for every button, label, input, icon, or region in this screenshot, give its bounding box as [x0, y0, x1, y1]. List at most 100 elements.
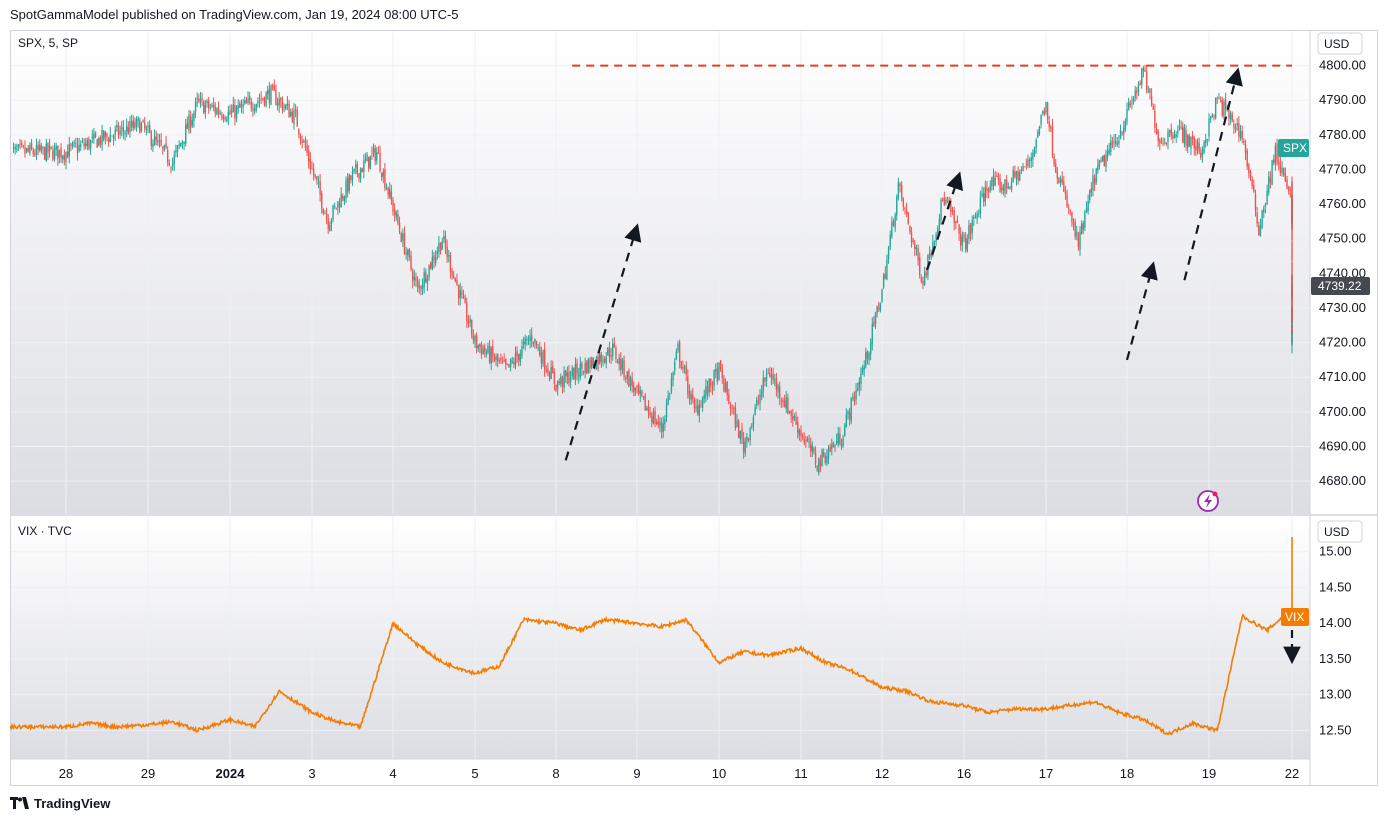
spx-candle-body: [1132, 98, 1135, 102]
spx-candle-body: [733, 408, 735, 410]
spx-candle-body: [260, 98, 262, 100]
spx-candle-body: [1111, 142, 1114, 146]
spx-candle-body: [198, 99, 200, 101]
spx-candle-body: [545, 369, 547, 371]
spx-candle-body: [1126, 108, 1128, 122]
x-tick-label: 9: [633, 766, 640, 781]
vix-y-tick-label: 15.00: [1319, 544, 1352, 559]
spx-candle-body: [1053, 156, 1055, 165]
spx-candle-body: [1116, 143, 1118, 145]
tradingview-logo-icon: [10, 797, 29, 810]
spx-candle-body: [994, 177, 996, 186]
spx-candle-body: [842, 437, 844, 446]
spx-candle-body: [55, 145, 57, 150]
spx-candle-body: [488, 345, 491, 362]
spx-candle-body: [1058, 177, 1060, 184]
spx-candle-body: [896, 196, 898, 216]
spx-candle-body: [1208, 118, 1210, 137]
spx-candle-body: [1017, 171, 1019, 181]
spx-candle-body: [973, 217, 975, 219]
spx-candle-body: [718, 362, 720, 380]
spx-candle-body: [436, 251, 438, 255]
spx-candle-body: [573, 367, 575, 380]
spx-candle-body: [242, 104, 244, 107]
spx-candle-body: [560, 376, 562, 385]
spx-candle-body: [590, 358, 593, 368]
spx-candle-body: [1195, 146, 1197, 152]
spx-candle-body: [1152, 106, 1154, 110]
spx-candle-body: [654, 410, 656, 424]
spx-candle-body: [191, 119, 193, 126]
spx-candle-body: [353, 168, 355, 172]
spx-candle-body: [294, 109, 297, 111]
spx-candle-body: [27, 148, 29, 152]
spx-candle-body: [1191, 135, 1194, 140]
spx-currency-label: USD: [1324, 37, 1350, 51]
spx-candle-body: [589, 360, 591, 368]
spx-candle-body: [698, 404, 701, 417]
spx-candle-body: [696, 405, 699, 414]
spx-candle-body: [922, 280, 924, 285]
spx-candle-body: [721, 369, 723, 378]
vix-y-tick-label: 14.00: [1319, 615, 1352, 630]
spx-candle-body: [1269, 178, 1272, 183]
spx-candle-body: [188, 114, 190, 131]
spx-candle-body: [63, 154, 66, 160]
spx-currency-box[interactable]: [1317, 32, 1363, 55]
spx-candle-body: [788, 410, 791, 413]
spx-candle-body: [66, 151, 69, 158]
spx-candle-body: [114, 128, 116, 135]
spx-candle-body: [982, 192, 985, 202]
spx-candle-body: [963, 234, 965, 239]
spx-pane-title: SPX, 5, SP: [18, 36, 78, 50]
lightning-icon[interactable]: [1197, 490, 1219, 512]
spx-candle-body: [329, 224, 331, 232]
spx-candle-body: [878, 308, 880, 310]
spx-candle-body: [117, 125, 120, 136]
spx-candle-body: [1038, 126, 1041, 134]
spx-candle-body: [1209, 116, 1212, 120]
spx-candle-body: [943, 198, 946, 205]
x-tick-label: 2024: [216, 766, 246, 781]
spx-candle-body: [1004, 179, 1006, 194]
spx-candle-body: [119, 130, 121, 134]
spx-candle-body: [1291, 300, 1293, 306]
spx-candle-body: [599, 353, 601, 364]
spx-candle-body: [1137, 84, 1140, 92]
spx-candle-body: [99, 137, 102, 145]
spx-candle-body: [850, 397, 852, 422]
spx-candle-body: [392, 199, 394, 212]
vix-currency-box[interactable]: [1317, 520, 1363, 543]
spx-candle-body: [636, 386, 638, 387]
spx-candle-body: [73, 142, 75, 144]
spx-candle-body: [227, 111, 230, 120]
spx-candle-body: [1279, 163, 1282, 173]
spx-candle-body: [1289, 193, 1292, 195]
spx-candle-body: [338, 203, 341, 208]
spx-candle-body: [933, 240, 936, 243]
spx-candle-body: [76, 145, 79, 154]
spx-candle-body: [1164, 142, 1166, 144]
spx-candle-body: [775, 378, 778, 390]
spx-candle-body: [705, 386, 707, 397]
footer-brand[interactable]: TradingView: [10, 796, 110, 811]
spx-candle-body: [746, 436, 748, 442]
chart-frame[interactable]: [10, 30, 1378, 786]
x-tick-label: 12: [875, 766, 889, 781]
spx-candle-body: [956, 220, 959, 223]
spx-candle-body: [142, 120, 144, 123]
spx-candle-body: [905, 210, 908, 214]
spx-candle-body: [816, 466, 818, 471]
spx-candle-body: [991, 177, 993, 187]
spx-candle-body: [1072, 223, 1075, 225]
spx-candle-body: [1113, 141, 1115, 143]
spx-candle-body: [869, 342, 872, 355]
spx-candle-body: [492, 345, 494, 356]
spx-y-tick-label: 4780.00: [1319, 127, 1366, 142]
spx-candle-body: [1159, 139, 1161, 144]
spx-candle-body: [979, 197, 982, 214]
spx-candle-body: [853, 395, 856, 402]
spx-candle-body: [1206, 139, 1209, 140]
spx-candle-body: [891, 222, 893, 237]
